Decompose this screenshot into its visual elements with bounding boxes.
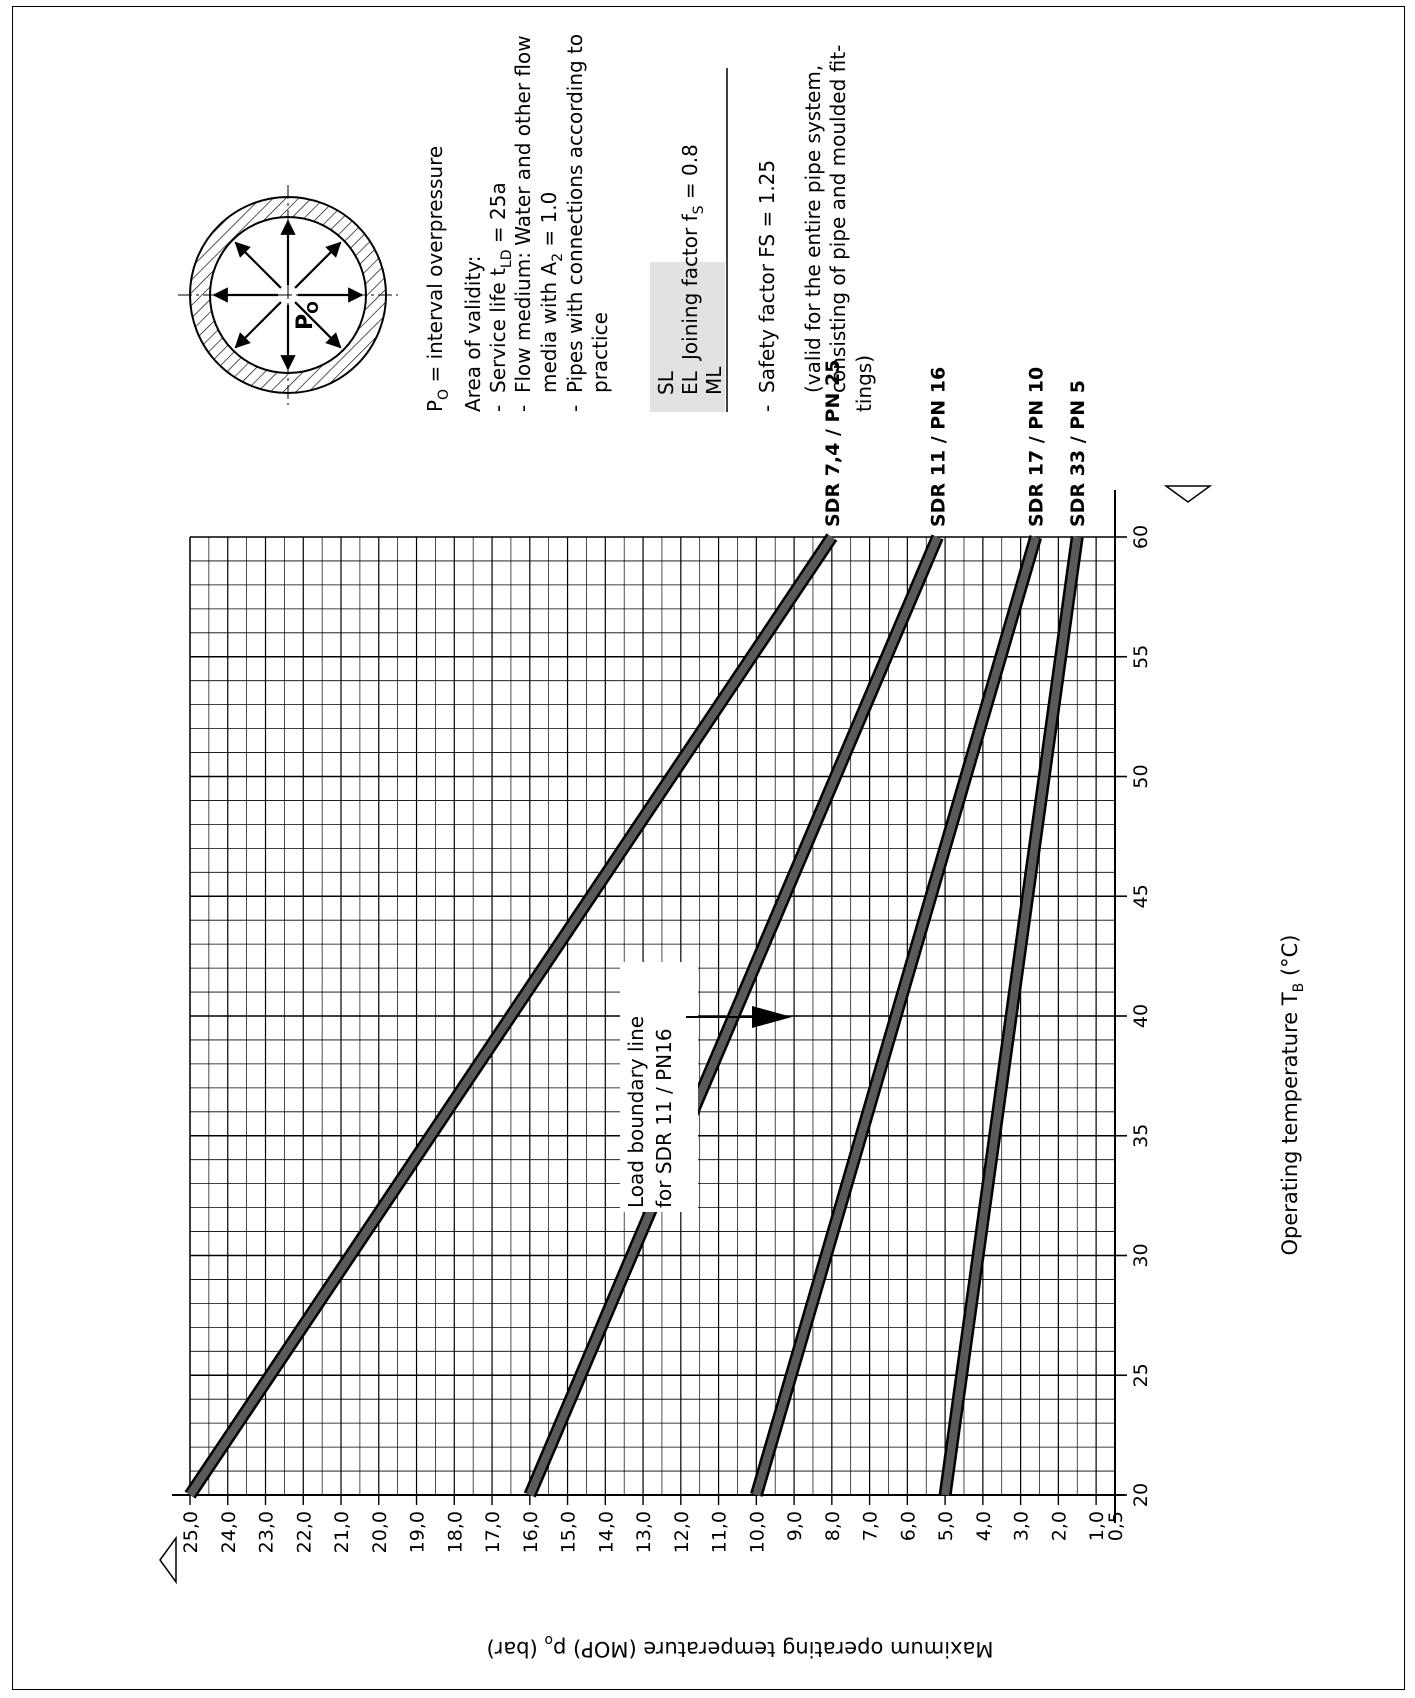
y-tick-label: 16,0 (520, 1511, 542, 1553)
pressure-arrow (234, 301, 282, 349)
bullet-dash-2: - (511, 405, 535, 412)
bullet-dash-3: - (563, 405, 587, 412)
y-tick-label: 13,0 (633, 1511, 655, 1553)
y-tick-label: 25,0 (180, 1511, 202, 1553)
x-tick-label: 30 (1130, 1243, 1152, 1267)
y-tick-label: 19,0 (407, 1511, 429, 1553)
series-line (186, 534, 836, 1498)
y-tick-label: 4,0 (973, 1511, 995, 1541)
y-tick-label: 10,0 (746, 1511, 768, 1553)
series-line (752, 535, 1040, 1497)
y-tick-label: 1,0 (1086, 1511, 1108, 1541)
x-tick-label: 60 (1130, 525, 1152, 549)
notes-panel: PO = interval overpressure Area of valid… (423, 34, 876, 412)
series-line (941, 536, 1082, 1496)
valid-line-2: consisting of pipe and moulded fit- (826, 45, 850, 393)
joining-factor: Joining factor fS = 0.8 (678, 144, 707, 362)
y-tick-label: 17,0 (482, 1511, 504, 1553)
x-tick-label: 50 (1130, 764, 1152, 788)
joining-ml: ML (702, 366, 726, 395)
y-axis-title: Maximum operating temperature (MOP) po (… (487, 1632, 994, 1661)
valid-line-3: tings) (852, 355, 876, 412)
annotation-line-1: Load boundary line (624, 1016, 648, 1208)
x-axis-title: Operating temperature TB (°C) (1278, 934, 1307, 1255)
y-tick-label: 6,0 (897, 1511, 919, 1541)
service-life: Service life tLD = 25a (486, 182, 515, 393)
x-tick-label: 40 (1130, 1004, 1152, 1028)
chart-series: SDR 7,4 / PN 25 SDR 11 / PN 16 SDR 17 / PN… (184, 360, 1089, 1499)
y-tick-label: 12,0 (671, 1511, 693, 1553)
x-tick-label: 45 (1130, 884, 1152, 908)
x-tick-label: 20 (1130, 1483, 1152, 1507)
y-tick-label: 15,0 (558, 1511, 580, 1553)
x-axis-arrow (1163, 485, 1213, 503)
y-tick-label: 23,0 (256, 1511, 278, 1553)
series-label: SDR 17 / PN 10 (1026, 367, 1048, 527)
y-tick-label: 18,0 (444, 1511, 466, 1553)
valid-line-1: (valid for the entire pipe system, (801, 65, 825, 393)
y-tick-label: 21,0 (331, 1511, 353, 1553)
pipes-connections: Pipes with connections according to (563, 34, 587, 393)
y-axis-arrow (159, 1535, 177, 1585)
y-tick-label: 9,0 (784, 1511, 806, 1541)
pressure-arrow (294, 301, 342, 349)
y-tick-label: 20,0 (369, 1511, 391, 1553)
y-tick-label: 22,0 (293, 1511, 315, 1553)
po-definition: PO = interval overpressure (423, 146, 452, 412)
y-tick-label: 11,0 (709, 1511, 731, 1553)
chart-ticks: 20 25 30 35 40 45 50 55 60 0,51,0 2,0 3,0 4,0 5,0 6,0 7… (180, 525, 1152, 1553)
series-label: SDR 11 / PN 16 (928, 367, 950, 527)
page-frame (12, 6, 1405, 1690)
y-tick-label: 2,0 (1048, 1511, 1070, 1541)
x-tick-label: 35 (1130, 1124, 1152, 1148)
safety-factor: Safety factor FS = 1.25 (755, 160, 779, 393)
pressure-arrow (294, 241, 342, 289)
series-label: SDR 33 / PN 5 (1067, 380, 1089, 527)
chart-axes (172, 490, 1125, 1523)
y-tick-label: 3,0 (1011, 1511, 1033, 1541)
bullet-dash-4: - (755, 405, 779, 412)
pipes-practice: practice (588, 312, 612, 393)
joining-el: EL (678, 370, 702, 395)
area-of-validity-title: Area of validity: (461, 256, 485, 412)
pressure-arrow (234, 241, 282, 289)
x-tick-label: 25 (1130, 1363, 1152, 1387)
joining-factor-shade (650, 262, 725, 412)
y-tick-label: 24,0 (218, 1511, 240, 1553)
media-with: media with A2 = 1.0 (537, 192, 566, 393)
y-tick-label: 0,5 (1105, 1511, 1127, 1541)
series-label: SDR 7,4 / PN 25 (822, 360, 844, 527)
y-tick-label: 5,0 (935, 1511, 957, 1541)
annotation-box (620, 962, 698, 1212)
diagram-po-label: PO (293, 301, 322, 330)
y-tick-label: 7,0 (860, 1511, 882, 1541)
annotation-arrow-head (752, 1006, 792, 1028)
joining-sl: SL (654, 370, 678, 395)
pressure-arrows (212, 219, 364, 371)
annotation-line-2: for SDR 11 / PN16 (652, 1028, 676, 1208)
load-boundary-annotation: Load boundary line for SDR 11 / PN16 (620, 962, 792, 1212)
bullet-dash-1: - (486, 405, 510, 412)
y-tick-label: 14,0 (595, 1511, 617, 1553)
flow-medium: Flow medium: Water and other flow (511, 35, 535, 393)
pipe-pressure-diagram: PO (178, 185, 398, 405)
y-tick-label: 8,0 (822, 1511, 844, 1541)
x-tick-label: 55 (1130, 645, 1152, 669)
